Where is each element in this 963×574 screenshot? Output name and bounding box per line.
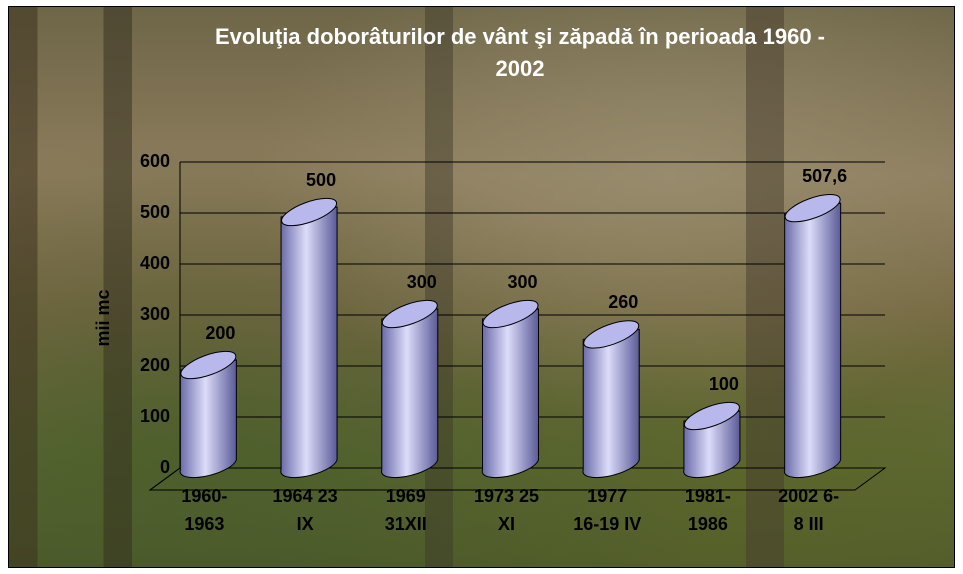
chart-title: 2002	[496, 56, 545, 81]
y-tick-label: 300	[140, 304, 170, 324]
y-tick-label: 400	[140, 253, 170, 273]
x-tick-label: 8 III	[794, 514, 824, 534]
y-tick-label: 0	[160, 457, 170, 477]
bar-top	[381, 299, 438, 329]
bar	[481, 308, 539, 479]
bar-top	[583, 320, 640, 349]
y-tick-label: 200	[140, 355, 170, 375]
value-label: 100	[709, 374, 739, 394]
y-tick-label: 100	[140, 406, 170, 426]
bar	[179, 359, 237, 479]
value-label: 507,6	[802, 166, 847, 186]
x-tick-label: 1973 25	[474, 486, 539, 506]
y-tick-label: 500	[140, 202, 170, 222]
bar-top	[784, 193, 841, 223]
bar	[381, 308, 439, 479]
bar-top	[180, 350, 237, 380]
x-tick-label: XI	[498, 514, 515, 534]
x-tick-label: 31XII	[385, 514, 427, 534]
bar	[783, 202, 842, 479]
x-tick-label: 1986	[688, 514, 728, 534]
value-label: 260	[608, 292, 638, 312]
x-tick-label: IX	[297, 514, 314, 534]
x-tick-label: 1963	[184, 514, 224, 534]
x-tick-label: 2002 6-	[778, 486, 839, 506]
bar-top	[683, 401, 740, 431]
chart-title: Evoluţia doborâturilor de vânt şi zăpadă…	[215, 24, 825, 49]
value-label: 200	[205, 323, 235, 343]
value-label: 500	[306, 170, 336, 190]
x-tick-label: 1960-	[181, 486, 227, 506]
x-tick-label: 1964 23	[273, 486, 338, 506]
value-label: 300	[507, 272, 537, 292]
x-tick-label: 1981-	[685, 486, 731, 506]
x-tick-label: 1969	[386, 486, 426, 506]
bar	[582, 328, 640, 479]
y-axis-front	[149, 467, 181, 491]
bar-top	[482, 299, 539, 329]
value-label: 300	[407, 272, 437, 292]
y-axis-label: mii mc	[93, 289, 113, 346]
bar-top	[281, 197, 338, 227]
y-tick-label: 600	[140, 151, 170, 171]
x-tick-label: 16-19 IV	[573, 514, 641, 534]
x-tick-label: 1977	[587, 486, 627, 506]
bar	[280, 206, 338, 479]
